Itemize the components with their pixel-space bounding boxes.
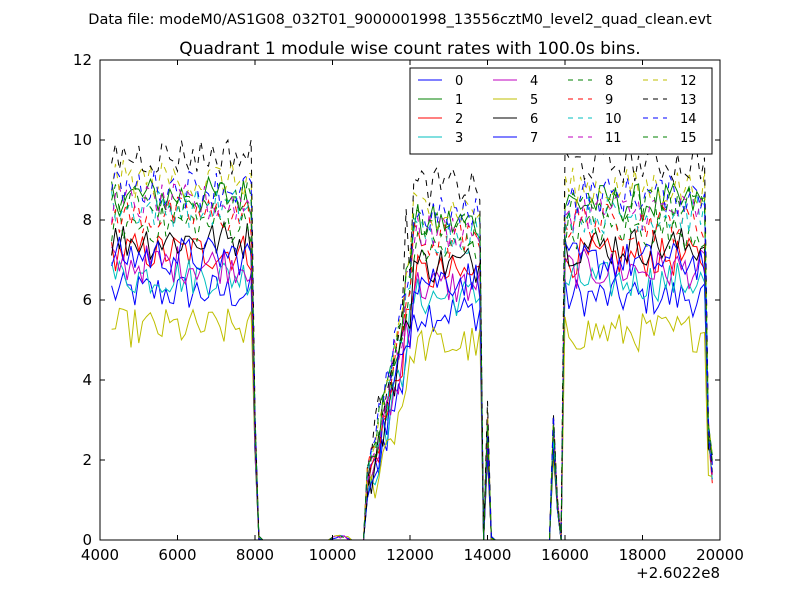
series-line-9: [111, 196, 713, 540]
axis-ticks: 4000 6000 8000 10000 12000 14000 16000 18000 200…: [73, 51, 744, 564]
x-tick-label: 16000: [541, 546, 589, 564]
x-tick-label: 14000: [464, 546, 512, 564]
y-tick-label: 2: [82, 451, 92, 469]
x-tick-label: 10000: [309, 546, 357, 564]
y-tick-label: 10: [73, 131, 92, 149]
data-file-title: Data file: modeM0/AS1G08_032T01_90000019…: [88, 12, 712, 28]
series-line-5: [111, 307, 713, 540]
series-line-8: [111, 205, 713, 540]
series-line-3: [111, 259, 713, 540]
legend-label-5: 5: [530, 93, 538, 108]
series-line-2: [111, 232, 713, 540]
y-tick-label: 0: [82, 531, 92, 549]
legend-label-11: 11: [605, 131, 622, 146]
x-tick-label: 8000: [236, 546, 274, 564]
legend-label-7: 7: [530, 131, 538, 146]
x-offset-label: +2.6022e8: [636, 564, 720, 582]
y-tick-label: 8: [82, 211, 92, 229]
legend-label-9: 9: [605, 93, 613, 108]
series-line-7: [111, 236, 713, 540]
x-tick-label: 6000: [158, 546, 196, 564]
x-tick-label: 20000: [696, 546, 744, 564]
legend-label-12: 12: [680, 74, 697, 89]
legend-label-3: 3: [455, 131, 463, 146]
legend-label-6: 6: [530, 112, 538, 127]
legend-label-14: 14: [680, 112, 697, 127]
series-line-1: [111, 175, 713, 540]
x-tick-label: 12000: [386, 546, 434, 564]
legend-label-10: 10: [605, 112, 622, 127]
legend-label-4: 4: [530, 74, 538, 89]
x-tick-label: 18000: [619, 546, 667, 564]
legend-label-2: 2: [455, 112, 463, 127]
y-tick-label: 6: [82, 291, 92, 309]
legend-label-0: 0: [455, 74, 463, 89]
legend-label-15: 15: [680, 131, 697, 146]
legend-label-1: 1: [455, 93, 463, 108]
series-line-14: [111, 167, 713, 540]
series-line-15: [111, 181, 713, 540]
legend-box: [409, 67, 713, 155]
y-tick-label: 12: [73, 51, 92, 69]
chart-title: Quadrant 1 module wise count rates with …: [179, 39, 640, 59]
x-tick-label: 4000: [81, 546, 119, 564]
legend-label-8: 8: [605, 74, 613, 89]
series-line-10: [111, 188, 713, 540]
series-layer: [111, 138, 713, 540]
legend-label-13: 13: [680, 93, 697, 108]
series-line-13: [111, 138, 713, 540]
y-tick-label: 4: [82, 371, 92, 389]
